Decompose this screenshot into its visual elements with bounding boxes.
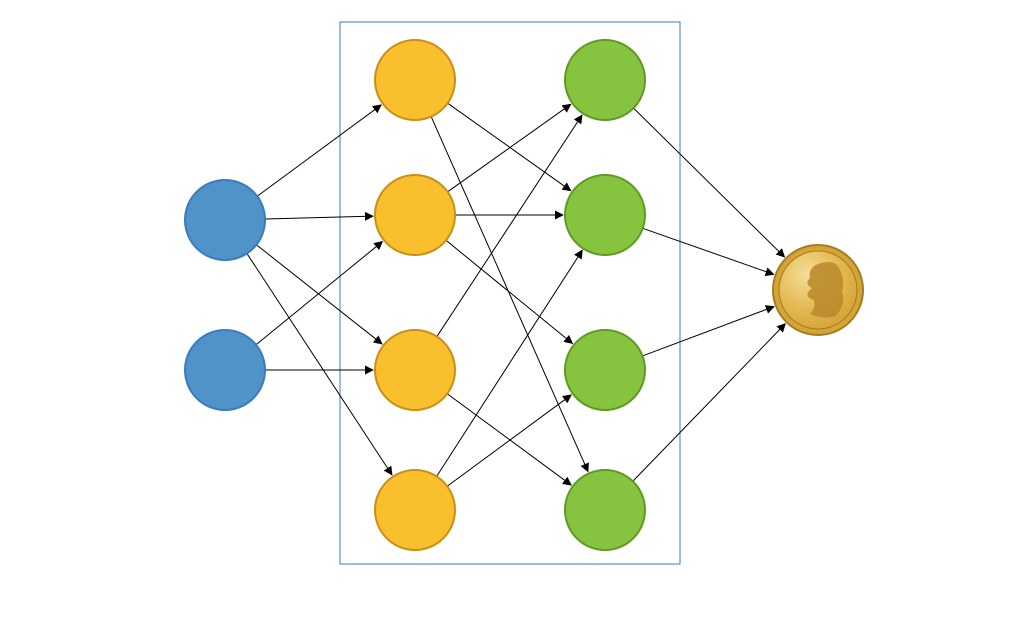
edge <box>437 250 583 476</box>
hidden2-node <box>565 470 645 550</box>
input-node <box>185 180 265 260</box>
hidden1-node <box>375 470 455 550</box>
output-medal <box>773 245 863 335</box>
edge <box>643 228 774 274</box>
edge <box>247 253 392 474</box>
network-diagram <box>0 0 1024 622</box>
edge <box>448 104 571 192</box>
edge <box>265 216 373 219</box>
hidden2-node <box>565 330 645 410</box>
hidden2-node <box>565 40 645 120</box>
nodes <box>185 40 863 550</box>
edge <box>446 240 572 343</box>
edge <box>642 307 774 356</box>
edges <box>247 103 785 486</box>
edge <box>257 105 381 196</box>
hidden1-node <box>375 330 455 410</box>
edge <box>633 324 785 481</box>
hidden1-node <box>375 40 455 120</box>
input-node <box>185 330 265 410</box>
edge <box>447 394 571 485</box>
edge <box>633 108 784 257</box>
hidden2-node <box>565 175 645 255</box>
edge <box>447 395 571 486</box>
edge <box>448 103 571 191</box>
hidden1-node <box>375 175 455 255</box>
edge <box>431 117 588 472</box>
